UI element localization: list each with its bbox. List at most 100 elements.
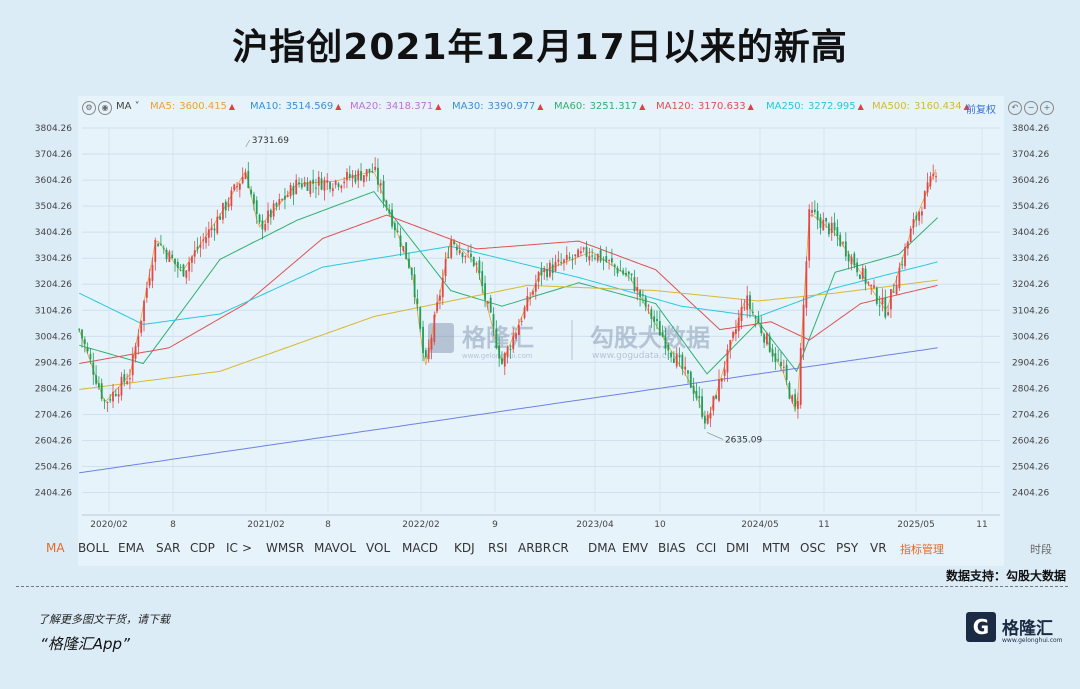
zoom-in-icon[interactable]: + [1040,101,1054,115]
candle-body [918,211,921,221]
candle [486,300,489,311]
indicator-tab-23[interactable]: VR [870,541,887,555]
indicator-tab-13[interactable]: ARBR [518,541,552,555]
candle [129,369,131,390]
undo-icon[interactable]: ↶ [1008,101,1022,115]
settings-icon[interactable]: ⚙ [82,101,96,115]
indicator-tab-4[interactable]: CDP [190,541,215,555]
candle-body [422,326,424,354]
candle-body [563,259,565,263]
candle [453,238,455,246]
candle-body [568,256,571,259]
candle [639,289,641,307]
candle-body [289,185,292,197]
candle-body [704,416,706,424]
indicator-tab-1[interactable]: BOLL [78,541,109,555]
ma-legend-ma30[interactable]: MA30: 3390.977 ▲ [452,101,543,112]
indicator-tab-19[interactable]: DMI [726,541,750,555]
indicator-tab-9[interactable]: VOL [366,541,391,555]
candle [267,202,269,231]
indicator-tab-8[interactable]: MAVOL [314,541,356,555]
candle-body [565,254,568,261]
ma-legend-ma250[interactable]: MA250: 3272.995 ▲ [766,101,864,112]
indicator-tab-0[interactable]: MA [46,541,65,555]
candle-body [408,258,410,268]
indicator-tab-24[interactable]: 指标管理 [900,543,944,556]
candle-body [492,314,495,327]
candle [751,302,754,316]
indicator-tab-3[interactable]: SAR [156,541,181,555]
candle [718,369,720,403]
candle-body [842,242,844,244]
logo-mark-icon: G [966,612,996,642]
ma-legend-ma20[interactable]: MA20: 3418.371 ▲ [350,101,441,112]
ma-legend-value: 3170.633 [697,101,746,112]
eye-icon[interactable]: ◉ [98,101,112,115]
ma-legend-ma500[interactable]: MA500: 3160.434 ▲ [872,101,970,112]
candle [548,259,551,279]
indicator-tab-21[interactable]: OSC [800,541,826,555]
indicator-tab-7[interactable]: WMSR [266,541,305,555]
adjust-mode-button[interactable]: 前复权 [966,105,996,116]
candle-body [698,396,701,399]
candle [842,241,844,247]
ma-legend-label: MA10: [250,101,282,112]
indicator-tab-11[interactable]: KDJ [454,541,475,555]
candle-body [86,347,89,352]
candle [746,285,749,318]
candle [368,168,371,182]
candle [853,251,856,269]
indicator-tab-20[interactable]: MTM [762,541,791,555]
ma-legend-ma120[interactable]: MA120: 3170.633 ▲ [656,101,754,112]
candle [757,311,760,324]
ma-legend-ma5[interactable]: MA5: 3600.415 ▲ [150,101,235,112]
candle [489,295,492,314]
candle-body [706,414,709,424]
x-tick-label: 2022/02 [402,520,439,530]
candle-body [98,383,100,388]
candle [892,283,895,293]
y-tick-label-right: 2704.26 [1012,410,1049,420]
zoom-out-icon[interactable]: − [1024,101,1038,115]
candle-body [354,174,357,182]
ma-legend-ma10[interactable]: MA10: 3514.569 ▲ [250,101,341,112]
candle-body [768,335,771,353]
candle-body [247,170,250,189]
indicator-tab-25[interactable]: 时段 [1030,543,1052,556]
candle-body [726,349,729,373]
candle [506,345,509,364]
candle-body [641,294,644,296]
candle [870,284,873,295]
divider [16,586,1068,587]
indicator-tab-6[interactable]: > [242,541,253,555]
candle-body [749,295,751,309]
ma-legend-ma60[interactable]: MA60: 3251.317 ▲ [554,101,645,112]
candle-body [205,236,207,243]
candle-body [616,267,619,274]
candle [436,294,439,314]
candle-body [859,274,861,279]
indicator-tab-22[interactable]: PSY [836,541,859,555]
ma-selector[interactable]: MA ˅ [116,101,140,112]
candle [610,248,613,267]
candle [362,175,365,187]
indicator-tab-10[interactable]: MACD [402,541,438,555]
candle [86,342,89,354]
indicator-tab-18[interactable]: CCI [696,541,717,555]
up-arrow-icon: ▲ [228,102,236,111]
indicator-tab-14[interactable]: CR [552,541,569,555]
candle [484,275,486,308]
candle-body [664,336,667,349]
candle [444,252,447,283]
candle [591,248,594,262]
indicator-tab-17[interactable]: BIAS [658,541,686,555]
indicator-tab-2[interactable]: EMA [118,541,145,555]
candle [222,202,224,224]
candle [622,267,625,276]
indicator-tab-15[interactable]: DMA [588,541,616,555]
candle [131,347,134,382]
indicator-tab-12[interactable]: RSI [488,541,508,555]
indicator-tab-16[interactable]: EMV [622,541,649,555]
x-tick-label: 2020/02 [90,520,127,530]
indicator-tab-5[interactable]: IC [226,541,238,555]
